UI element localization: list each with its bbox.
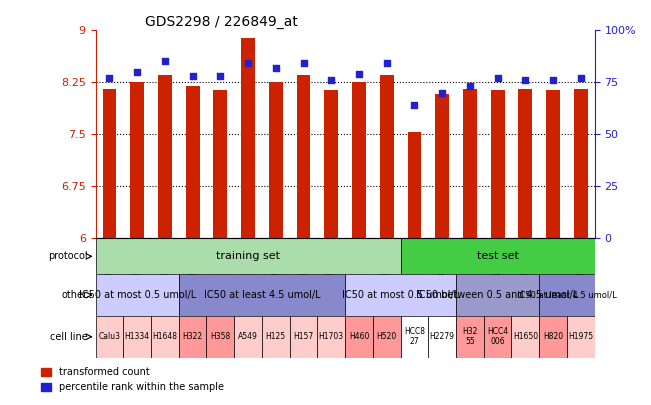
FancyBboxPatch shape	[456, 274, 539, 316]
FancyBboxPatch shape	[96, 274, 179, 316]
FancyBboxPatch shape	[179, 316, 206, 358]
FancyBboxPatch shape	[206, 316, 234, 358]
FancyBboxPatch shape	[400, 239, 594, 274]
FancyBboxPatch shape	[512, 316, 539, 358]
Text: protocol: protocol	[48, 252, 87, 261]
Point	[159, 58, 170, 64]
Point	[492, 75, 503, 81]
Point	[187, 72, 198, 79]
Text: HCC4
006: HCC4 006	[487, 327, 508, 346]
FancyBboxPatch shape	[400, 316, 428, 358]
FancyBboxPatch shape	[373, 316, 400, 358]
Text: H1975: H1975	[568, 332, 593, 341]
Text: IC50 between 0.5 and 4.5 umol/L: IC50 between 0.5 and 4.5 umol/L	[417, 290, 579, 300]
FancyBboxPatch shape	[456, 316, 484, 358]
Point	[326, 77, 337, 83]
Text: H32
55: H32 55	[462, 327, 478, 346]
Text: H322: H322	[182, 332, 202, 341]
Bar	[380, 75, 394, 239]
Bar	[546, 90, 560, 239]
Text: H1703: H1703	[319, 332, 344, 341]
Point	[465, 83, 475, 90]
Text: training set: training set	[216, 252, 280, 261]
Text: H1648: H1648	[152, 332, 178, 341]
Text: H1334: H1334	[124, 332, 150, 341]
Text: H358: H358	[210, 332, 230, 341]
Text: H460: H460	[349, 332, 369, 341]
FancyBboxPatch shape	[262, 316, 290, 358]
FancyBboxPatch shape	[567, 316, 594, 358]
Bar	[324, 90, 338, 239]
Point	[575, 75, 586, 81]
Bar	[518, 89, 533, 239]
Text: GDS2298 / 226849_at: GDS2298 / 226849_at	[145, 15, 298, 29]
Point	[298, 60, 309, 66]
Text: A549: A549	[238, 332, 258, 341]
Text: IC50 at most 0.5 umol/L: IC50 at most 0.5 umol/L	[342, 290, 459, 300]
Text: test set: test set	[477, 252, 519, 261]
FancyBboxPatch shape	[234, 316, 262, 358]
FancyBboxPatch shape	[96, 316, 123, 358]
FancyBboxPatch shape	[345, 274, 456, 316]
Text: IC50 at most 0.5 umol/L: IC50 at most 0.5 umol/L	[79, 290, 196, 300]
Bar	[463, 89, 477, 239]
FancyBboxPatch shape	[151, 316, 179, 358]
Point	[215, 72, 225, 79]
Text: H820: H820	[543, 332, 563, 341]
Point	[271, 64, 281, 71]
Point	[409, 102, 420, 108]
Text: cell line: cell line	[49, 332, 87, 342]
Point	[520, 77, 531, 83]
FancyBboxPatch shape	[539, 274, 594, 316]
Text: IC50 at least 4.5 umol/L: IC50 at least 4.5 umol/L	[517, 290, 616, 300]
Text: HCC8
27: HCC8 27	[404, 327, 425, 346]
Bar	[158, 75, 172, 239]
Point	[243, 60, 253, 66]
Bar	[297, 75, 311, 239]
Bar	[574, 89, 588, 239]
Bar	[130, 82, 144, 239]
Point	[381, 60, 392, 66]
Text: H520: H520	[376, 332, 397, 341]
Point	[548, 77, 559, 83]
Text: H157: H157	[294, 332, 314, 341]
Bar	[408, 132, 421, 239]
Legend: transformed count, percentile rank within the sample: transformed count, percentile rank withi…	[37, 363, 228, 396]
FancyBboxPatch shape	[428, 316, 456, 358]
Point	[132, 68, 143, 75]
Text: H125: H125	[266, 332, 286, 341]
FancyBboxPatch shape	[539, 316, 567, 358]
Text: other: other	[61, 290, 87, 300]
FancyBboxPatch shape	[484, 316, 512, 358]
Point	[353, 70, 364, 77]
Bar	[214, 90, 227, 239]
FancyBboxPatch shape	[96, 239, 400, 274]
FancyBboxPatch shape	[290, 316, 318, 358]
Text: IC50 at least 4.5 umol/L: IC50 at least 4.5 umol/L	[204, 290, 320, 300]
FancyBboxPatch shape	[318, 316, 345, 358]
FancyBboxPatch shape	[179, 274, 345, 316]
Bar	[186, 85, 200, 239]
Bar	[102, 89, 117, 239]
Point	[104, 75, 115, 81]
FancyBboxPatch shape	[123, 316, 151, 358]
Text: H1650: H1650	[513, 332, 538, 341]
Point	[437, 90, 447, 96]
Bar	[241, 38, 255, 239]
Text: H2279: H2279	[430, 332, 454, 341]
Bar	[436, 94, 449, 239]
Bar	[491, 90, 505, 239]
Bar	[352, 82, 366, 239]
FancyBboxPatch shape	[345, 316, 373, 358]
Bar	[269, 82, 283, 239]
Text: Calu3: Calu3	[98, 332, 120, 341]
